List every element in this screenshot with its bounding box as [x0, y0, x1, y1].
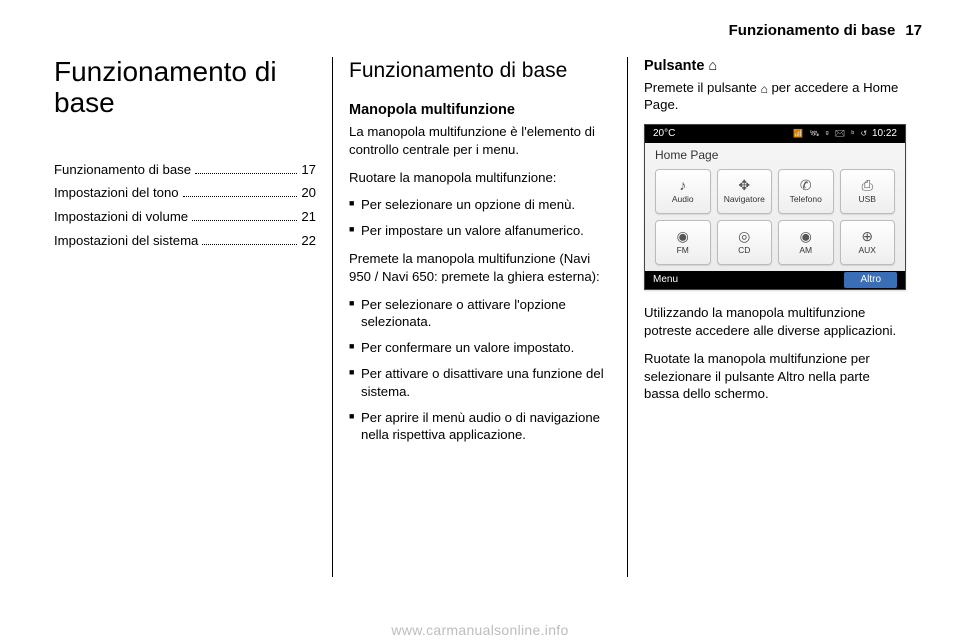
sub-multifunzione: Manopola multifunzione [349, 101, 611, 121]
para: Utilizzando la manopola multifun­zione p… [644, 304, 906, 340]
header-page-number: 17 [905, 22, 922, 39]
ss-bottom-bar: Menu Altro [645, 271, 905, 289]
para: La manopola multifunzione è l'ele­mento … [349, 123, 611, 159]
content-columns: Funzionamento di base Funzionamento di b… [38, 57, 922, 577]
bullet-item: Per selezionare o attivare l'opzione sel… [349, 296, 611, 332]
toc-label: Funzionamento di base [54, 161, 191, 179]
toc-label: Impostazioni di volume [54, 208, 188, 226]
ss-time-area: 📶 🛰 ᵍ ✉ ᵇ ↺ 10:22 [793, 127, 897, 141]
col2-title: Funzionamento di base [349, 57, 611, 85]
toc-row: Impostazioni del tono 20 [54, 184, 316, 202]
app-am[interactable]: ◉ AM [778, 220, 834, 265]
app-label: Telefono [790, 194, 822, 205]
toc-page: 17 [301, 161, 316, 179]
watermark: www.carmanualsonline.info [0, 622, 960, 638]
ss-status-bar: 20°C 📶 🛰 ᵍ ✉ ᵇ ↺ 10:22 [645, 125, 905, 143]
manual-page: Funzionamento di base 17 Funzionamento d… [0, 0, 960, 642]
bullet-item: Per selezionare un opzione di menù. [349, 196, 611, 214]
ss-altro-button[interactable]: Altro [844, 272, 897, 288]
cd-icon: ◎ [738, 229, 750, 243]
bullet-list: Per selezionare o attivare l'opzione sel… [349, 296, 611, 445]
phone-icon: ✆ [800, 178, 812, 192]
bullet-list: Per selezionare un opzione di menù. Per … [349, 196, 611, 240]
bullet-item: Per aprire il menù audio o di navi­gazio… [349, 409, 611, 445]
aux-icon: ⊕ [861, 229, 873, 243]
ss-status-icons: 📶 🛰 ᵍ ✉ ᵇ ↺ [793, 129, 869, 138]
text-fragment: Premete il pulsante [644, 80, 761, 95]
app-usb[interactable]: ⎙ USB [840, 169, 896, 214]
app-label: AUX [859, 245, 876, 256]
ss-menu[interactable]: Menu [653, 273, 678, 287]
toc-page: 20 [301, 184, 316, 202]
column-toc: Funzionamento di base Funzionamento di b… [38, 57, 332, 577]
compass-icon: ✥ [738, 178, 750, 192]
toc-page: 22 [301, 232, 316, 250]
radio-am-icon: ◉ [800, 229, 812, 243]
app-fm[interactable]: ◉ FM [655, 220, 711, 265]
radio-fm-icon: ◉ [677, 229, 689, 243]
app-audio[interactable]: ♪ Audio [655, 169, 711, 214]
toc-page: 21 [301, 208, 316, 226]
toc-row: Impostazioni di volume 21 [54, 208, 316, 226]
app-navigatore[interactable]: ✥ Navigatore [717, 169, 773, 214]
music-icon: ♪ [679, 178, 686, 192]
app-label: AM [799, 245, 812, 256]
toc-leader [202, 244, 297, 245]
toc-leader [195, 173, 297, 174]
column-main-1: Funzionamento di base Manopola multifunz… [332, 57, 627, 577]
para: Ruotare la manopola multifunzione: [349, 169, 611, 187]
toc-row: Funzionamento di base 17 [54, 161, 316, 179]
usb-icon: ⎙ [862, 178, 873, 192]
app-label: Navigatore [724, 194, 765, 205]
toc-label: Impostazioni del sistema [54, 232, 198, 250]
para: Ruotate la manopola multifunzione per se… [644, 350, 906, 403]
app-cd[interactable]: ◎ CD [717, 220, 773, 265]
header-title: Funzionamento di base [729, 22, 896, 39]
toc-leader [183, 196, 298, 197]
app-label: Audio [672, 194, 694, 205]
app-label: USB [859, 194, 876, 205]
section-title: Funzionamento di base [54, 57, 316, 119]
ss-title: Home Page [645, 143, 905, 165]
ss-time: 10:22 [872, 128, 897, 139]
bullet-item: Per impostare un valore alfanume­rico. [349, 222, 611, 240]
bullet-item: Per attivare o disattivare una fun­zione… [349, 365, 611, 401]
toc-label: Impostazioni del tono [54, 184, 179, 202]
column-main-2: Pulsante ⌂ Premete il pulsante ⌂ per acc… [627, 57, 922, 577]
para: Premete la manopola multifunzione (Navi … [349, 250, 611, 286]
toc-leader [192, 220, 297, 221]
page-header: Funzionamento di base 17 [38, 22, 922, 39]
home-icon: ⌂ [761, 81, 768, 97]
para-home-button: Premete il pulsante ⌂ per accedere a Hom… [644, 79, 906, 115]
app-aux[interactable]: ⊕ AUX [840, 220, 896, 265]
bullet-item: Per confermare un valore impo­stato. [349, 339, 611, 357]
sub-pulsante: Pulsante ⌂ [644, 57, 906, 77]
app-telefono[interactable]: ✆ Telefono [778, 169, 834, 214]
app-label: FM [677, 245, 689, 256]
ss-temp: 20°C [653, 127, 675, 141]
app-label: CD [738, 245, 750, 256]
ss-app-grid: ♪ Audio ✥ Navigatore ✆ Telefono ⎙ USB ◉ FM ◎ C… [645, 165, 905, 271]
infotainment-screenshot: 20°C 📶 🛰 ᵍ ✉ ᵇ ↺ 10:22 Home Page ♪ Audio … [644, 124, 906, 290]
toc-row: Impostazioni del sistema 22 [54, 232, 316, 250]
